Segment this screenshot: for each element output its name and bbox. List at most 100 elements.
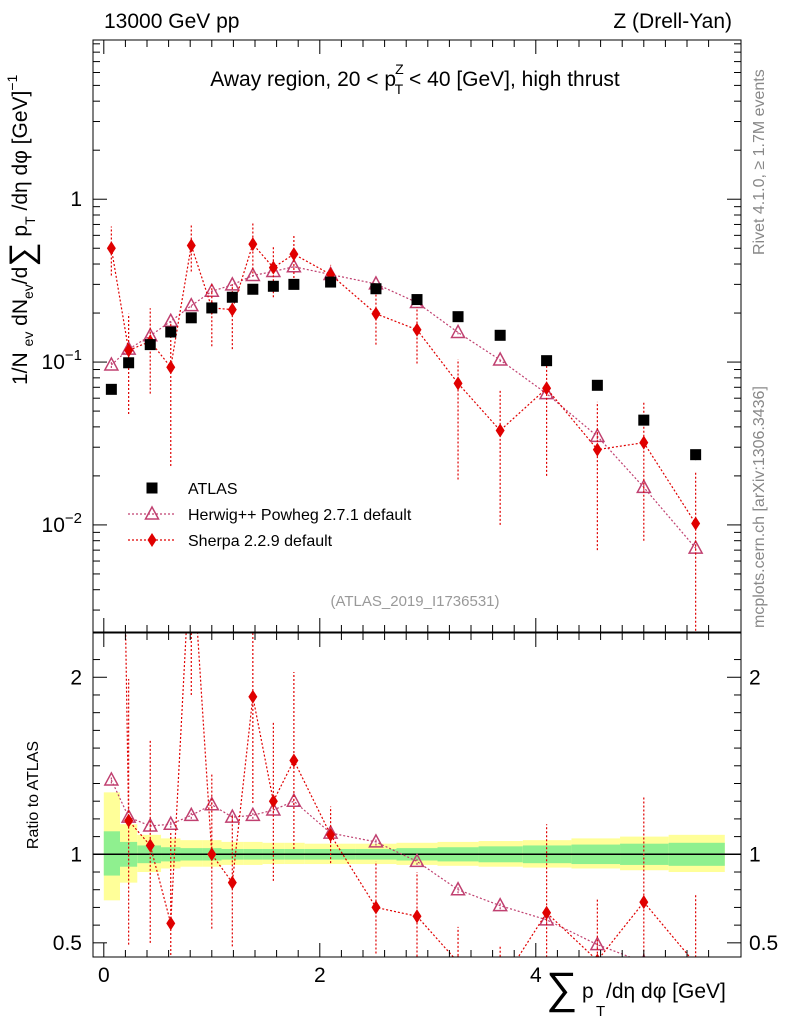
- data-point: [245, 266, 261, 282]
- data-point: [106, 241, 116, 256]
- main-title-z: Z: [395, 61, 404, 77]
- data-point: [691, 516, 701, 531]
- legend-label: ATLAS: [188, 481, 238, 498]
- data-point: [409, 852, 425, 868]
- data-point: [103, 771, 120, 786]
- data-point: [326, 827, 336, 842]
- data-point: [248, 237, 258, 252]
- data-point: [591, 379, 603, 391]
- data-point: [268, 260, 278, 275]
- ratio-ytick-label-right: 0.5: [749, 932, 778, 955]
- data-point: [227, 875, 237, 890]
- data-point: [124, 343, 134, 358]
- data-point: [247, 283, 259, 295]
- ylabel-sum: ∑: [3, 242, 41, 266]
- data-point: [103, 356, 120, 371]
- tick-exp: −1: [65, 347, 82, 364]
- data-point: [412, 322, 422, 337]
- data-point: [289, 753, 299, 768]
- data-point: [453, 376, 463, 391]
- data-point: [286, 258, 302, 273]
- data-point: [124, 813, 134, 828]
- data-point: [592, 442, 602, 457]
- ratio-y-axis-label: Ratio to ATLAS: [25, 741, 42, 849]
- data-point: [123, 357, 135, 369]
- main-y-axis-label-text: 1/N: [9, 352, 32, 385]
- data-point: [542, 381, 552, 396]
- series-herwig: [103, 771, 646, 957]
- main-title: Away region, 20 < pZ T < 40 [GeV], high t…: [210, 61, 620, 97]
- ylabel-sub: T: [22, 216, 38, 225]
- main-title-suffix: < 40 [GeV], high thrust: [403, 68, 620, 91]
- main-y-ticks: [93, 43, 741, 611]
- xlabel-p: p: [582, 980, 594, 1003]
- x-tick-label: 0: [98, 964, 110, 987]
- data-point: [267, 280, 279, 292]
- data-point: [185, 312, 197, 324]
- ratio-data: [103, 633, 700, 971]
- legend-marker: [146, 482, 158, 494]
- ratio-ytick-label-right: 1: [749, 843, 761, 866]
- data-point: [289, 247, 299, 262]
- data-point: [368, 833, 384, 848]
- series-line: [110, 266, 697, 549]
- ratio-panel: 0.5 0.5 1 1 2 2 0 2 4 Ratio to ATLAS ∑ pT /dη dφ…: [25, 632, 778, 1020]
- main-y-axis-label: 1/N ev dNev/d∑ pT /dη dφ [GeV]−1: [3, 74, 41, 385]
- data-point: [268, 794, 278, 809]
- data-point: [452, 311, 464, 323]
- data-point: [411, 294, 423, 306]
- ylabel-sup: −1: [4, 74, 20, 90]
- legend-marker: [144, 505, 160, 520]
- ratio-ytick-label-left: 2: [70, 666, 82, 689]
- ylabel-part: /d: [9, 267, 32, 285]
- ylabel-part: /dη dφ [GeV]: [9, 91, 32, 217]
- data-point: [494, 329, 506, 341]
- header-left: 13000 GeV pp: [104, 10, 239, 33]
- data-point: [492, 897, 508, 912]
- data-point: [186, 238, 196, 253]
- data-point: [207, 847, 217, 862]
- data-point: [412, 909, 422, 924]
- data-point: [691, 957, 700, 971]
- data-point: [163, 815, 179, 830]
- data-point: [206, 302, 218, 314]
- data-point: [286, 792, 302, 807]
- main-title-prefix: Away region, 20 <: [210, 68, 384, 91]
- legend: ATLAS Herwig++ Powheg 2.7.1 default Sherpa…: [128, 481, 412, 550]
- tick-base: 10: [42, 351, 65, 374]
- main-ytick-0p1: 10−1: [42, 347, 82, 374]
- ylabel-sub: ev: [20, 284, 36, 299]
- ratio-bands: [103, 792, 725, 901]
- tick-base: 10: [42, 514, 65, 537]
- data-point: [144, 339, 156, 351]
- ratio-x-ticks: 0 2 4: [98, 633, 710, 987]
- ylabel-part: p: [9, 225, 32, 243]
- data-point: [288, 278, 300, 290]
- series-atlas: [105, 276, 702, 461]
- data-point: [163, 312, 179, 328]
- data-point: [638, 414, 650, 426]
- data-point: [145, 838, 155, 853]
- data-point: [371, 306, 381, 321]
- ratio-ytick-label-right: 2: [749, 666, 761, 689]
- watermark: (ATLAS_2019_I1736531): [330, 593, 499, 610]
- x-tick-label: 2: [314, 964, 326, 987]
- xlabel-sub: T: [596, 1003, 605, 1020]
- data-point: [450, 323, 466, 339]
- ratio-y-ticks: 0.5 0.5 1 1 2 2: [53, 659, 778, 955]
- main-x-ticks: [103, 40, 710, 632]
- main-ytick-1: 1: [70, 188, 82, 211]
- data-point: [542, 905, 552, 920]
- xlabel-sum: ∑: [546, 964, 577, 1013]
- data-point: [595, 953, 600, 957]
- data-point: [224, 276, 241, 291]
- mcplots-label: mcplots.cern.ch [arXiv:1306.3436]: [751, 386, 768, 628]
- data-point: [492, 351, 508, 366]
- series-sherpa: [124, 633, 700, 971]
- stat-uncertainty-band: [103, 831, 120, 876]
- header-right: Z (Drell-Yan): [613, 10, 732, 33]
- data-point: [183, 297, 200, 312]
- tick-exp: −2: [65, 510, 82, 527]
- series-line: [110, 779, 632, 957]
